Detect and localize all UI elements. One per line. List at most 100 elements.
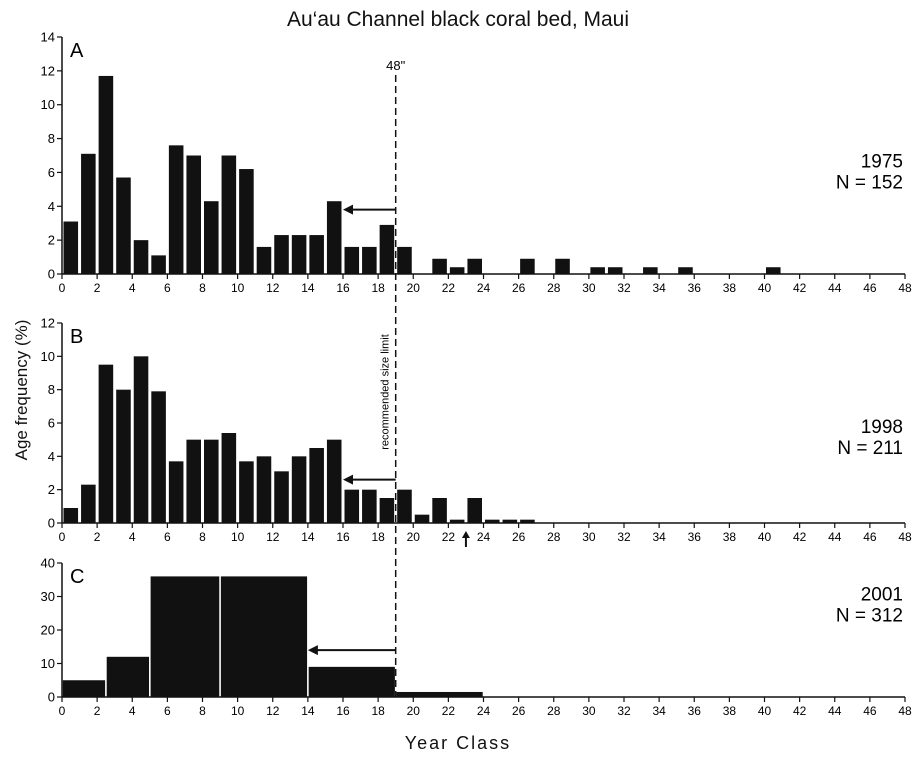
x-tick-label: 40 (758, 704, 772, 718)
y-tick-label: 4 (48, 449, 55, 464)
panel-c (57, 562, 906, 702)
x-tick-label: 6 (164, 530, 171, 544)
bar (449, 519, 465, 523)
bar (168, 461, 184, 523)
y-tick-label: 8 (48, 131, 55, 146)
x-tick-label: 24 (477, 530, 491, 544)
x-tick-label: 6 (164, 704, 171, 718)
bar (98, 364, 114, 523)
y-tick-label: 10 (41, 97, 55, 112)
x-tick-label: 24 (477, 281, 491, 295)
bar (326, 439, 342, 523)
x-tick-label: 18 (371, 704, 385, 718)
x-tick-label: 2 (94, 530, 101, 544)
bar (308, 666, 395, 697)
x-tick-label: 34 (652, 530, 666, 544)
x-tick-label: 32 (617, 704, 631, 718)
y-tick-label: 30 (41, 589, 55, 604)
x-tick-label: 30 (582, 281, 596, 295)
bar (239, 461, 254, 523)
bar (204, 439, 219, 523)
bar (326, 201, 342, 274)
bar (467, 258, 482, 274)
bar (607, 267, 623, 274)
bar (62, 680, 106, 697)
y-tick-label: 0 (48, 267, 55, 282)
x-tick-label: 28 (547, 704, 561, 718)
bar (432, 498, 447, 523)
n-label: N = 211 (837, 438, 903, 459)
x-tick-label: 12 (266, 281, 280, 295)
year-label: 1998 (861, 417, 903, 438)
x-tick-label: 24 (477, 704, 491, 718)
x-tick-label: 10 (231, 704, 245, 718)
panel-letter: A (70, 40, 84, 62)
x-tick-label: 0 (59, 281, 66, 295)
y-tick-label: 4 (48, 199, 55, 214)
x-tick-label: 38 (723, 704, 737, 718)
bar (256, 456, 272, 523)
bar (449, 267, 465, 274)
bar (151, 391, 166, 523)
bar (678, 267, 693, 274)
x-tick-label: 26 (512, 530, 526, 544)
bar (221, 155, 237, 274)
x-tick-label: 48 (898, 530, 912, 544)
x-tick-label: 30 (582, 530, 596, 544)
x-tick-label: 28 (547, 530, 561, 544)
y-tick-label: 6 (48, 416, 55, 431)
bar (221, 433, 237, 523)
bar (151, 255, 166, 274)
chart-title: Au‘au Channel black coral bed, Maui (286, 8, 630, 31)
bar (379, 224, 395, 274)
x-tick-label: 30 (582, 704, 596, 718)
bar (344, 489, 360, 523)
bar (256, 246, 272, 274)
x-tick-label: 46 (863, 530, 877, 544)
panel-letter: B (70, 326, 83, 348)
x-tick-label: 40 (758, 530, 772, 544)
bar (116, 177, 131, 274)
x-tick-label: 2 (94, 704, 101, 718)
x-tick-label: 20 (407, 530, 421, 544)
bar (204, 201, 219, 274)
bar (432, 258, 447, 274)
x-tick-label: 38 (723, 281, 737, 295)
bar (220, 576, 308, 697)
x-tick-label: 26 (512, 704, 526, 718)
y-tick-label: 0 (48, 516, 55, 531)
y-tick-label: 12 (41, 63, 55, 78)
bar (63, 508, 79, 523)
y-tick-label: 0 (48, 690, 55, 705)
bar (590, 267, 605, 274)
x-tick-label: 36 (688, 704, 702, 718)
bar (362, 246, 377, 274)
bar (186, 439, 201, 523)
x-tick-label: 16 (336, 704, 350, 718)
x-tick-label: 44 (828, 704, 842, 718)
bar (291, 235, 307, 274)
x-tick-label: 10 (231, 530, 245, 544)
bar (274, 235, 289, 274)
x-tick-label: 4 (129, 530, 136, 544)
bar (150, 576, 220, 697)
x-tick-label: 22 (442, 704, 456, 718)
x-tick-label: 0 (59, 530, 66, 544)
x-tick-label: 46 (863, 281, 877, 295)
panel-letter: C (70, 566, 84, 588)
size-limit-value: 48" (386, 58, 405, 73)
x-tick-label: 32 (617, 281, 631, 295)
x-tick-label: 48 (898, 281, 912, 295)
x-tick-label: 2 (94, 281, 101, 295)
y-tick-label: 10 (41, 349, 55, 364)
bar (520, 258, 535, 274)
x-axis-label: Year Class (404, 733, 512, 753)
bar (309, 235, 324, 274)
x-tick-label: 18 (371, 281, 385, 295)
x-tick-label: 48 (898, 704, 912, 718)
bar (485, 519, 500, 523)
y-tick-label: 40 (41, 556, 55, 571)
year-label: 2001 (861, 585, 903, 606)
n-label: N = 152 (836, 172, 903, 193)
